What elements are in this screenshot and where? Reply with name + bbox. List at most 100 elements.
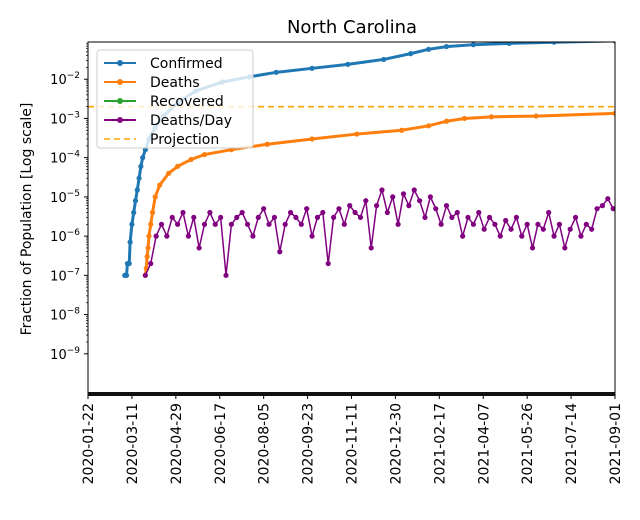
deaths-day-point bbox=[465, 214, 471, 221]
deaths-point bbox=[533, 113, 539, 119]
x-minor-ticks bbox=[88, 392, 615, 396]
deaths-day-point bbox=[341, 221, 347, 227]
deaths-day-point bbox=[438, 221, 444, 227]
confirmed-point bbox=[132, 198, 139, 204]
deaths-day-point bbox=[277, 249, 283, 255]
confirmed-point bbox=[123, 272, 130, 278]
confirmed-point bbox=[345, 61, 351, 67]
deaths-day-point bbox=[572, 214, 579, 221]
deaths-day-point bbox=[422, 214, 428, 221]
confirmed-point bbox=[443, 43, 450, 50]
deaths-day-point bbox=[433, 206, 439, 212]
deaths-day-point bbox=[287, 209, 294, 216]
deaths-day-point bbox=[164, 233, 170, 239]
x-tick-label: 2020-11-11 bbox=[345, 403, 361, 484]
legend-box bbox=[96, 49, 254, 149]
y-tick-label: 10−4 bbox=[50, 150, 80, 167]
chart-title: North Carolina bbox=[287, 17, 417, 38]
deaths-point bbox=[461, 115, 468, 122]
legend-label-projection: Projection bbox=[150, 132, 219, 148]
deaths-day-point bbox=[519, 233, 525, 239]
y-tick-label: 10−5 bbox=[50, 189, 80, 206]
deaths-day-point bbox=[234, 214, 240, 221]
deaths-day-point bbox=[486, 214, 493, 221]
deaths-day-point bbox=[309, 233, 315, 239]
deaths-day-point bbox=[373, 203, 380, 209]
deaths-day-point bbox=[610, 206, 615, 212]
deaths-day-point bbox=[578, 233, 584, 239]
x-tick-label: 2020-04-29 bbox=[169, 403, 185, 484]
deaths-point bbox=[201, 151, 208, 158]
deaths-day-point bbox=[513, 214, 520, 221]
deaths-point bbox=[354, 131, 360, 137]
deaths-day-point bbox=[239, 209, 245, 216]
deaths-day-point bbox=[207, 209, 213, 216]
legend-label-deaths: Deaths bbox=[150, 75, 200, 91]
deaths-day-point bbox=[406, 203, 412, 209]
deaths-day-point bbox=[271, 214, 278, 221]
deaths-day-point bbox=[524, 221, 530, 227]
deaths-day-point bbox=[508, 226, 514, 232]
deaths-day-point bbox=[476, 209, 482, 216]
deaths-day-point bbox=[449, 214, 455, 221]
deaths-day-point bbox=[158, 221, 165, 227]
deaths-day-point bbox=[379, 187, 385, 193]
deaths-day-point bbox=[352, 209, 358, 216]
deaths-day-point bbox=[357, 214, 364, 221]
legend-label-deaths-day: Deaths/Day bbox=[150, 113, 232, 129]
deaths-day-point bbox=[443, 203, 450, 209]
deaths-point bbox=[152, 194, 158, 200]
deaths-point bbox=[612, 110, 615, 116]
deaths-day-point bbox=[142, 272, 148, 278]
deaths-day-point bbox=[228, 221, 235, 227]
legend-marker-recovered bbox=[117, 98, 123, 104]
confirmed-point bbox=[506, 42, 512, 46]
deaths-day-point bbox=[212, 221, 218, 227]
deaths-day-point bbox=[347, 203, 353, 209]
deaths-day-point bbox=[336, 206, 342, 212]
deaths-day-point bbox=[594, 206, 600, 212]
legend-label-recovered: Recovered bbox=[150, 94, 224, 110]
deaths-day-point bbox=[503, 217, 509, 224]
deaths-day-point bbox=[191, 214, 197, 221]
deaths-day-point bbox=[223, 272, 229, 278]
x-tick-label: 2021-04-07 bbox=[476, 403, 492, 484]
deaths-day-point bbox=[400, 191, 407, 197]
confirmed-point bbox=[309, 65, 315, 71]
deaths-day-point bbox=[180, 209, 186, 216]
deaths-day-point bbox=[583, 221, 589, 227]
confirmed-point bbox=[129, 221, 135, 227]
x-tick-label: 2021-02-17 bbox=[432, 403, 448, 484]
y-tick-label: 10−3 bbox=[50, 110, 80, 127]
confirmed-point bbox=[131, 209, 137, 216]
confirmed-point bbox=[127, 239, 133, 245]
deaths-day-point bbox=[218, 214, 224, 221]
deaths-day-point bbox=[605, 196, 611, 202]
x-tick-label: 2020-06-17 bbox=[213, 403, 229, 484]
deaths-day-point bbox=[261, 206, 267, 212]
deaths-day-point bbox=[589, 226, 595, 232]
deaths-day-point bbox=[201, 221, 208, 227]
deaths-day-point bbox=[244, 221, 251, 227]
legend: Confirmed Deaths Recovered Deaths/Day Projec… bbox=[96, 49, 254, 149]
deaths-point bbox=[264, 141, 270, 147]
x-tick-label: 2021-05-26 bbox=[520, 403, 536, 484]
deaths-point bbox=[175, 163, 181, 169]
deaths-day-point bbox=[196, 245, 202, 251]
confirmed-point bbox=[140, 155, 146, 161]
deaths-day-point bbox=[384, 209, 390, 216]
x-tick-label: 2020-01-22 bbox=[81, 403, 97, 484]
deaths-day-point bbox=[169, 214, 175, 221]
deaths-point bbox=[145, 245, 151, 251]
deaths-day-point bbox=[390, 194, 396, 200]
y-tick-label: 10−2 bbox=[50, 71, 80, 88]
confirmed-point bbox=[273, 69, 279, 75]
deaths-day-point bbox=[363, 198, 369, 204]
confirmed-point bbox=[381, 56, 387, 63]
deaths-day-point bbox=[368, 245, 374, 251]
legend-marker-deaths bbox=[117, 79, 123, 85]
deaths-day-point bbox=[417, 198, 423, 204]
deaths-point bbox=[166, 170, 172, 176]
deaths-point bbox=[149, 209, 156, 216]
deaths-day-point bbox=[395, 221, 401, 227]
